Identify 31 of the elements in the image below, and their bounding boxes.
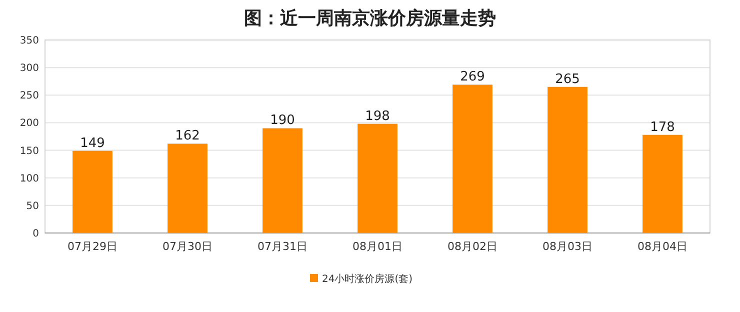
x-tick-label: 07月30日 <box>162 240 212 253</box>
data-label: 190 <box>270 113 295 128</box>
bar <box>358 124 398 233</box>
bar <box>72 150 112 233</box>
data-label: 198 <box>365 108 390 124</box>
y-tick-label: 150 <box>20 146 39 157</box>
data-label: 265 <box>555 72 580 87</box>
legend-label: 24小时涨价房源(套) <box>322 273 413 285</box>
data-label: 178 <box>650 120 675 135</box>
bar <box>642 134 682 233</box>
data-label: 149 <box>80 136 105 151</box>
y-tick-label: 100 <box>20 173 39 184</box>
bar <box>168 144 208 233</box>
x-tick-label: 07月29日 <box>68 240 118 253</box>
bar <box>262 128 302 233</box>
bar <box>452 84 492 233</box>
data-label: 269 <box>460 70 485 85</box>
x-tick-label: 07月31日 <box>258 240 308 253</box>
y-tick-label: 0 <box>32 228 39 240</box>
x-tick-label: 08月02日 <box>448 240 498 253</box>
y-tick-label: 250 <box>20 90 39 102</box>
y-tick-label: 200 <box>20 118 39 130</box>
y-tick-label: 300 <box>20 63 39 74</box>
chart-title: 图：近一周南京涨价房源量走势 <box>244 8 496 29</box>
data-label: 162 <box>175 128 200 144</box>
y-tick-label: 50 <box>26 200 39 212</box>
y-tick-label: 350 <box>20 36 39 46</box>
bar <box>548 86 588 233</box>
x-tick-label: 08月01日 <box>352 240 402 253</box>
x-tick-label: 08月04日 <box>638 240 688 253</box>
x-tick-label: 08月03日 <box>542 240 592 253</box>
